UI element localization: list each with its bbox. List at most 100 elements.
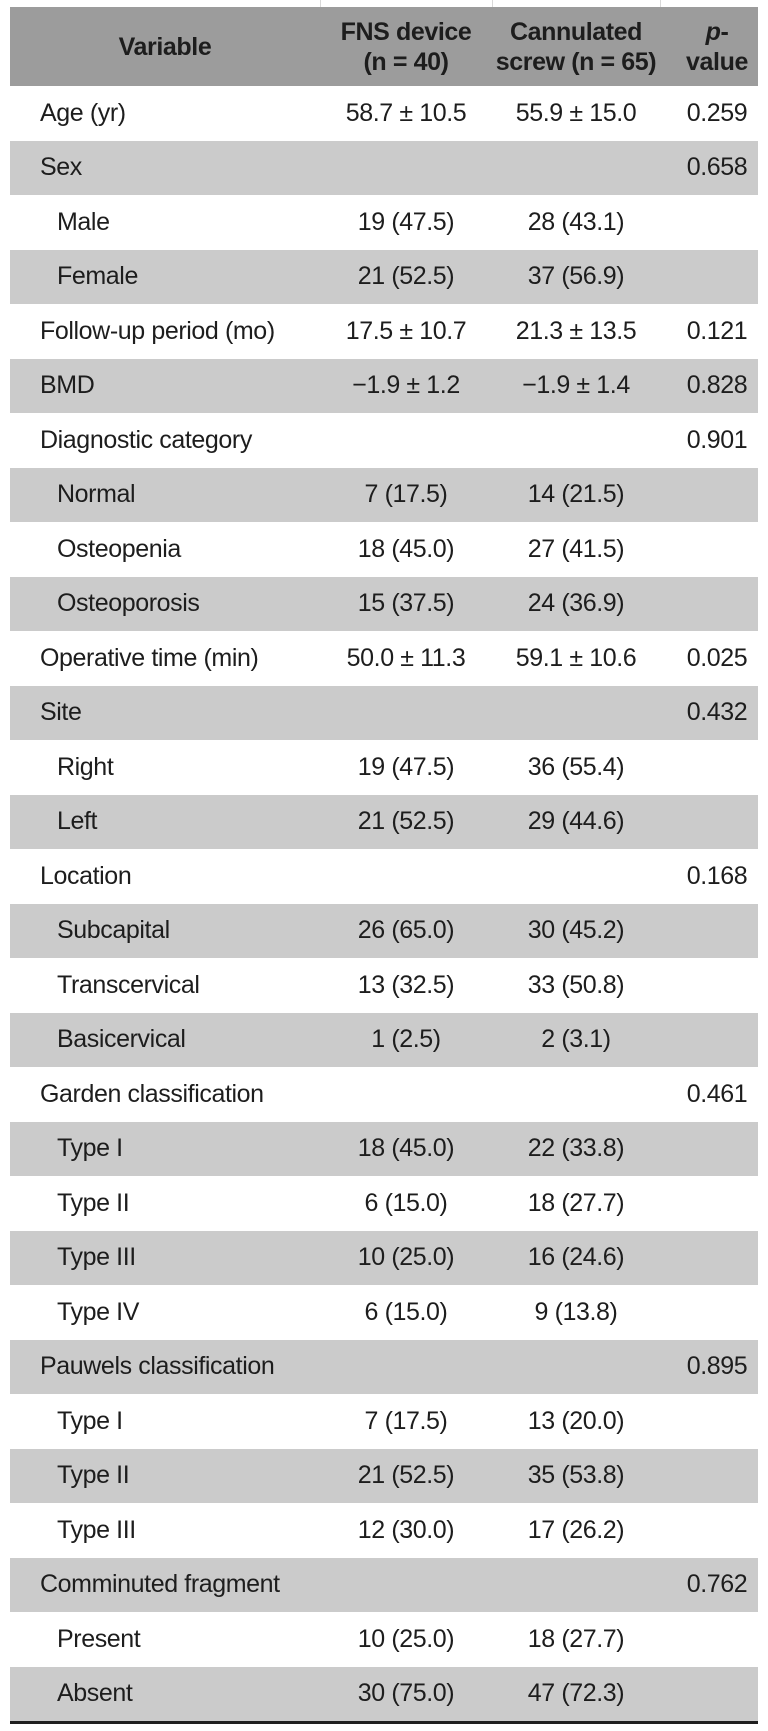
fns-device-cell: 19 (47.5) — [357, 752, 455, 781]
fns-device-cell: 1 (2.5) — [371, 1025, 441, 1054]
fns-device-cell: 10 (25.0) — [357, 1624, 455, 1653]
variable-cell: Operative time (min) — [40, 643, 259, 672]
variable-cell: Diagnostic category — [40, 425, 252, 454]
table-row: Basicervical 1 (2.5) 2 (3.1) — [10, 1012, 758, 1067]
table-row: Osteoporosis 15 (37.5) 24 (36.9) — [10, 576, 758, 631]
header-variable: Variable — [10, 32, 320, 62]
header-p-line2: value — [686, 47, 748, 76]
header-cs-line2: screw (n = 65) — [495, 47, 657, 76]
table-row: Garden classification 0.461 — [10, 1067, 758, 1122]
fns-device-cell: 10 (25.0) — [357, 1243, 455, 1272]
table-row: Type I 7 (17.5) 13 (20.0) — [10, 1394, 758, 1449]
p-value-cell: 0.025 — [686, 643, 748, 672]
table-row: Sex 0.658 — [10, 140, 758, 195]
table-row: Comminuted fragment 0.762 — [10, 1557, 758, 1612]
variable-cell: Absent — [57, 1679, 133, 1708]
cannulated-screw-cell: 17 (26.2) — [527, 1515, 625, 1544]
table-row: Location 0.168 — [10, 849, 758, 904]
fns-device-cell: −1.9 ± 1.2 — [352, 371, 460, 400]
header-cannulated-screw: Cannulated screw (n = 65) — [492, 17, 660, 77]
variable-cell: Type II — [57, 1188, 130, 1217]
variable-cell: Pauwels classification — [40, 1352, 275, 1381]
comparison-table: Variable FNS device (n = 40) Cannulated … — [10, 0, 758, 1724]
p-symbol: p — [705, 17, 721, 46]
cannulated-screw-cell: 13 (20.0) — [527, 1406, 625, 1435]
p-value-cell: 0.168 — [686, 861, 748, 890]
cannulated-screw-cell: 18 (27.7) — [527, 1188, 625, 1217]
variable-cell: Type I — [57, 1134, 123, 1163]
p-value-cell: 0.461 — [686, 1079, 748, 1108]
fns-device-cell: 17.5 ± 10.7 — [345, 316, 467, 345]
p-value-cell: 0.658 — [686, 153, 748, 182]
fns-device-cell: 21 (52.5) — [357, 1461, 455, 1490]
table-row: Normal 7 (17.5) 14 (21.5) — [10, 467, 758, 522]
table-row: Type IV 6 (15.0) 9 (13.8) — [10, 1285, 758, 1340]
cannulated-screw-cell: 35 (53.8) — [527, 1461, 625, 1490]
table-row: Type I 18 (45.0) 22 (33.8) — [10, 1121, 758, 1176]
table-row: Age (yr) 58.7 ± 10.5 55.9 ± 15.0 0.259 — [10, 86, 758, 141]
p-value-cell: 0.828 — [686, 371, 748, 400]
fns-device-cell: 6 (15.0) — [364, 1188, 448, 1217]
variable-cell: Sex — [40, 153, 82, 182]
cannulated-screw-cell: 9 (13.8) — [534, 1297, 618, 1326]
cannulated-screw-cell: 18 (27.7) — [527, 1624, 625, 1653]
cannulated-screw-cell: 30 (45.2) — [527, 916, 625, 945]
variable-cell: Transcervical — [57, 970, 200, 999]
p-value-cell: 0.895 — [686, 1352, 748, 1381]
cannulated-screw-cell: 33 (50.8) — [527, 970, 625, 999]
header-p-value: p- value — [660, 17, 758, 77]
p-value-cell: 0.121 — [686, 316, 748, 345]
fns-device-cell: 18 (45.0) — [357, 534, 455, 563]
cannulated-screw-cell: 16 (24.6) — [527, 1243, 625, 1272]
fns-device-cell: 21 (52.5) — [357, 262, 455, 291]
variable-cell: Basicervical — [57, 1025, 186, 1054]
fns-device-cell: 50.0 ± 11.3 — [346, 643, 466, 672]
p-value-cell: 0.259 — [686, 98, 748, 127]
variable-cell: Subcapital — [57, 916, 170, 945]
cannulated-screw-cell: 28 (43.1) — [527, 207, 625, 236]
variable-cell: Type I — [57, 1406, 123, 1435]
variable-cell: Normal — [57, 480, 136, 509]
header-fns-device: FNS device (n = 40) — [320, 17, 492, 77]
variable-cell: Type IV — [57, 1297, 139, 1326]
table-row: Left 21 (52.5) 29 (44.6) — [10, 794, 758, 849]
fns-device-cell: 6 (15.0) — [364, 1297, 448, 1326]
header-p-line1: p- — [676, 17, 758, 47]
p-value-cell: 0.762 — [686, 1570, 748, 1599]
variable-cell: Osteopenia — [57, 534, 181, 563]
table-row: Osteopenia 18 (45.0) 27 (41.5) — [10, 522, 758, 577]
variable-cell: Type II — [57, 1461, 130, 1490]
fns-device-cell: 7 (17.5) — [364, 1406, 448, 1435]
p-value-cell: 0.901 — [686, 425, 748, 454]
cannulated-screw-cell: −1.9 ± 1.4 — [522, 371, 630, 400]
variable-cell: Age (yr) — [40, 98, 126, 127]
fns-device-cell: 26 (65.0) — [357, 916, 455, 945]
variable-cell: Female — [57, 262, 138, 291]
fns-device-cell: 15 (37.5) — [357, 589, 455, 618]
variable-cell: BMD — [40, 371, 95, 400]
cannulated-screw-cell: 22 (33.8) — [527, 1134, 625, 1163]
cannulated-screw-cell: 29 (44.6) — [527, 807, 625, 836]
column-divider — [320, 0, 321, 7]
table-row: Type III 12 (30.0) 17 (26.2) — [10, 1503, 758, 1558]
variable-cell: Present — [57, 1624, 141, 1653]
fns-device-cell: 19 (47.5) — [357, 207, 455, 236]
table-row: Type III 10 (25.0) 16 (24.6) — [10, 1230, 758, 1285]
fns-device-cell: 18 (45.0) — [357, 1134, 455, 1163]
fns-device-cell: 30 (75.0) — [357, 1679, 455, 1708]
variable-cell: Type III — [57, 1243, 136, 1272]
table-row: Absent 30 (75.0) 47 (72.3) — [10, 1666, 758, 1721]
variable-cell: Osteoporosis — [57, 589, 200, 618]
p-value-cell: 0.432 — [686, 698, 748, 727]
table-row: Transcervical 13 (32.5) 33 (50.8) — [10, 958, 758, 1013]
cannulated-screw-cell: 47 (72.3) — [527, 1679, 625, 1708]
fns-device-cell: 12 (30.0) — [357, 1515, 455, 1544]
table-row: Right 19 (47.5) 36 (55.4) — [10, 740, 758, 795]
variable-cell: Male — [57, 207, 110, 236]
cannulated-screw-cell: 24 (36.9) — [527, 589, 625, 618]
cannulated-screw-cell: 14 (21.5) — [527, 480, 625, 509]
p-hyphen: - — [720, 17, 729, 46]
variable-cell: Location — [40, 861, 132, 890]
fns-device-cell: 7 (17.5) — [364, 480, 448, 509]
